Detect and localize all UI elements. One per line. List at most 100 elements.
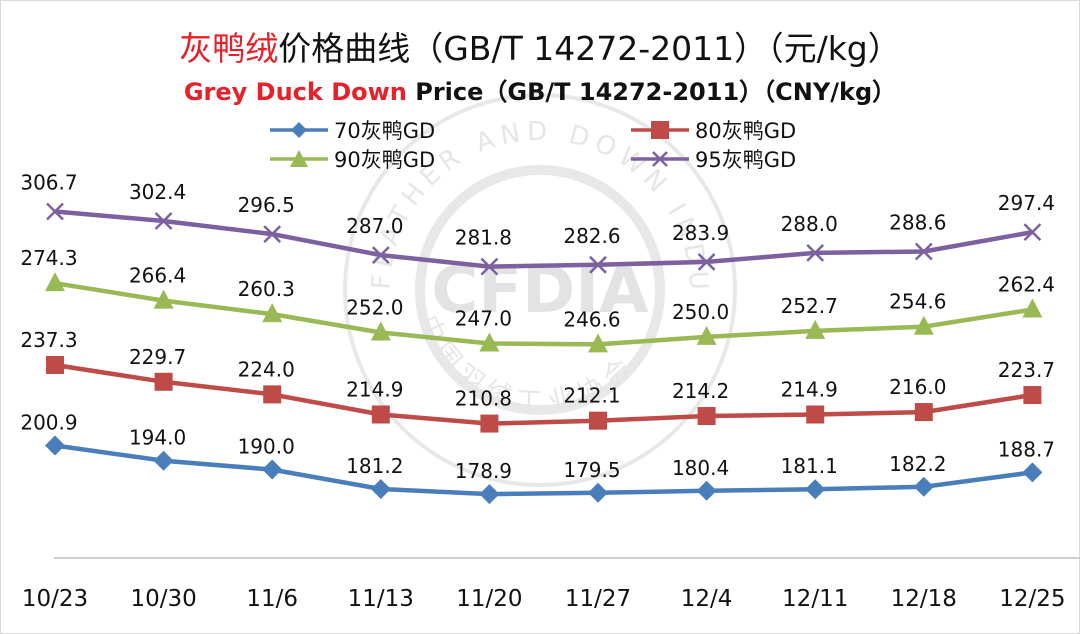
data-point-70-5 <box>588 482 608 503</box>
data-point-80-7 <box>806 405 825 424</box>
data-point-90-2 <box>262 303 283 323</box>
data-label-70-0: 200.9 <box>20 410 77 434</box>
data-point-95-9 <box>1023 223 1042 241</box>
series-line-70 <box>54 443 1033 497</box>
data-point-95-8 <box>914 242 933 261</box>
data-label-90-0: 274.3 <box>20 246 77 270</box>
data-point-90-4 <box>479 332 500 352</box>
data-label-80-8: 216.0 <box>889 375 946 399</box>
data-label-80-1: 229.7 <box>129 345 186 369</box>
data-point-95-6 <box>697 253 716 271</box>
data-point-80-8 <box>914 403 933 422</box>
data-label-70-5: 179.5 <box>563 458 620 482</box>
legend-item-90: 90灰鸭GD <box>268 147 436 172</box>
data-label-95-3: 287.0 <box>346 214 403 238</box>
data-label-70-3: 181.2 <box>346 454 403 478</box>
title-cn-highlight: 灰鸭绒 <box>179 29 279 68</box>
data-point-90-5 <box>588 333 608 353</box>
x-tick-label-9: 12/25 <box>999 586 1065 612</box>
x-tick-label-3: 11/13 <box>348 586 414 612</box>
data-label-90-5: 246.6 <box>563 307 620 331</box>
data-label-90-4: 247.0 <box>455 307 512 331</box>
data-label-90-2: 260.3 <box>238 277 295 301</box>
legend-item-95: 95灰鸭GD <box>629 147 797 172</box>
series-70 <box>45 435 1043 505</box>
data-point-80-0 <box>46 355 64 374</box>
data-label-70-4: 178.9 <box>455 459 512 483</box>
legend-label-95: 95灰鸭GD <box>695 148 797 172</box>
data-label-70-9: 188.7 <box>998 437 1055 461</box>
data-label-80-2: 224.0 <box>238 357 295 381</box>
data-label-70-8: 182.2 <box>889 452 946 476</box>
data-label-95-9: 297.4 <box>998 191 1055 215</box>
series-90 <box>45 272 1043 353</box>
data-point-70-1 <box>153 450 174 471</box>
title-en-highlight: Grey Duck Down <box>183 78 407 106</box>
data-label-95-4: 281.8 <box>455 226 512 250</box>
data-label-95-6: 283.9 <box>672 221 729 245</box>
data-label-80-3: 214.9 <box>346 377 403 401</box>
x-tick-label-4: 11/20 <box>456 586 522 612</box>
data-label-70-2: 190.0 <box>238 435 295 459</box>
data-point-80-1 <box>154 372 173 391</box>
title-en-rest: Price（GB/T 14272-2011）（CNY/kg） <box>406 78 897 106</box>
legend-marker-80 <box>631 121 689 139</box>
series-95 <box>46 202 1042 276</box>
x-tick-label-2: 11/6 <box>246 586 298 612</box>
data-point-95-4 <box>480 257 499 276</box>
series-line-90 <box>54 280 1033 347</box>
data-point-70-8 <box>913 476 934 497</box>
data-point-70-6 <box>696 480 717 501</box>
data-label-70-1: 194.0 <box>129 426 186 450</box>
data-label-95-2: 296.5 <box>238 193 295 217</box>
title-cn-rest: 价格曲线（GB/T 14272-2011）（元/kg） <box>278 29 901 68</box>
data-label-80-4: 210.8 <box>455 387 512 411</box>
data-point-70-7 <box>805 479 826 500</box>
legend-label-90: 90灰鸭GD <box>334 148 436 172</box>
data-label-70-6: 180.4 <box>672 456 729 480</box>
data-point-80-6 <box>697 407 716 426</box>
data-point-95-2 <box>263 225 282 243</box>
legend-label-70: 70灰鸭GD <box>334 119 436 143</box>
data-point-70-3 <box>370 479 391 500</box>
data-point-95-5 <box>589 255 607 274</box>
data-label-95-0: 306.7 <box>20 171 77 195</box>
data-point-90-9 <box>1022 298 1043 318</box>
data-label-90-9: 262.4 <box>998 272 1055 296</box>
data-point-70-9 <box>1022 462 1043 483</box>
data-point-80-5 <box>589 411 607 430</box>
legend-item-80: 80灰鸭GD <box>629 118 797 143</box>
data-label-90-6: 250.0 <box>672 300 729 324</box>
chart-title-cn: 灰鸭绒价格曲线（GB/T 14272-2011）（元/kg） <box>0 22 1080 70</box>
x-tick-label-5: 11/27 <box>565 586 631 612</box>
data-point-90-0 <box>45 272 65 292</box>
data-label-95-1: 302.4 <box>129 180 186 204</box>
data-label-90-8: 254.6 <box>889 290 946 314</box>
data-label-80-0: 237.3 <box>20 328 77 352</box>
legend-marker-95 <box>631 151 689 167</box>
data-point-90-3 <box>370 321 391 341</box>
data-label-80-6: 214.2 <box>672 379 729 403</box>
data-point-70-4 <box>479 484 500 505</box>
data-point-80-2 <box>263 385 282 404</box>
x-tick-label-0: 10/23 <box>22 586 88 612</box>
data-point-80-4 <box>480 414 499 433</box>
data-label-95-5: 282.6 <box>563 224 620 248</box>
data-point-95-1 <box>154 212 173 230</box>
legend-marker-70 <box>270 122 328 138</box>
data-point-95-7 <box>806 243 825 262</box>
data-label-90-7: 252.7 <box>781 294 838 318</box>
data-label-70-7: 181.1 <box>781 454 838 478</box>
data-label-90-3: 252.0 <box>346 295 403 319</box>
legend-label-80: 80灰鸭GD <box>695 119 797 143</box>
data-point-70-0 <box>45 435 65 456</box>
chart-title-en: Grey Duck Down Price（GB/T 14272-2011）（CN… <box>0 72 1080 107</box>
data-point-70-2 <box>262 459 283 480</box>
x-tick-label-1: 10/30 <box>130 586 196 612</box>
legend-marker-90 <box>270 150 328 167</box>
data-label-80-7: 214.9 <box>781 377 838 401</box>
series-line-95 <box>54 209 1033 269</box>
data-point-90-1 <box>153 289 174 309</box>
